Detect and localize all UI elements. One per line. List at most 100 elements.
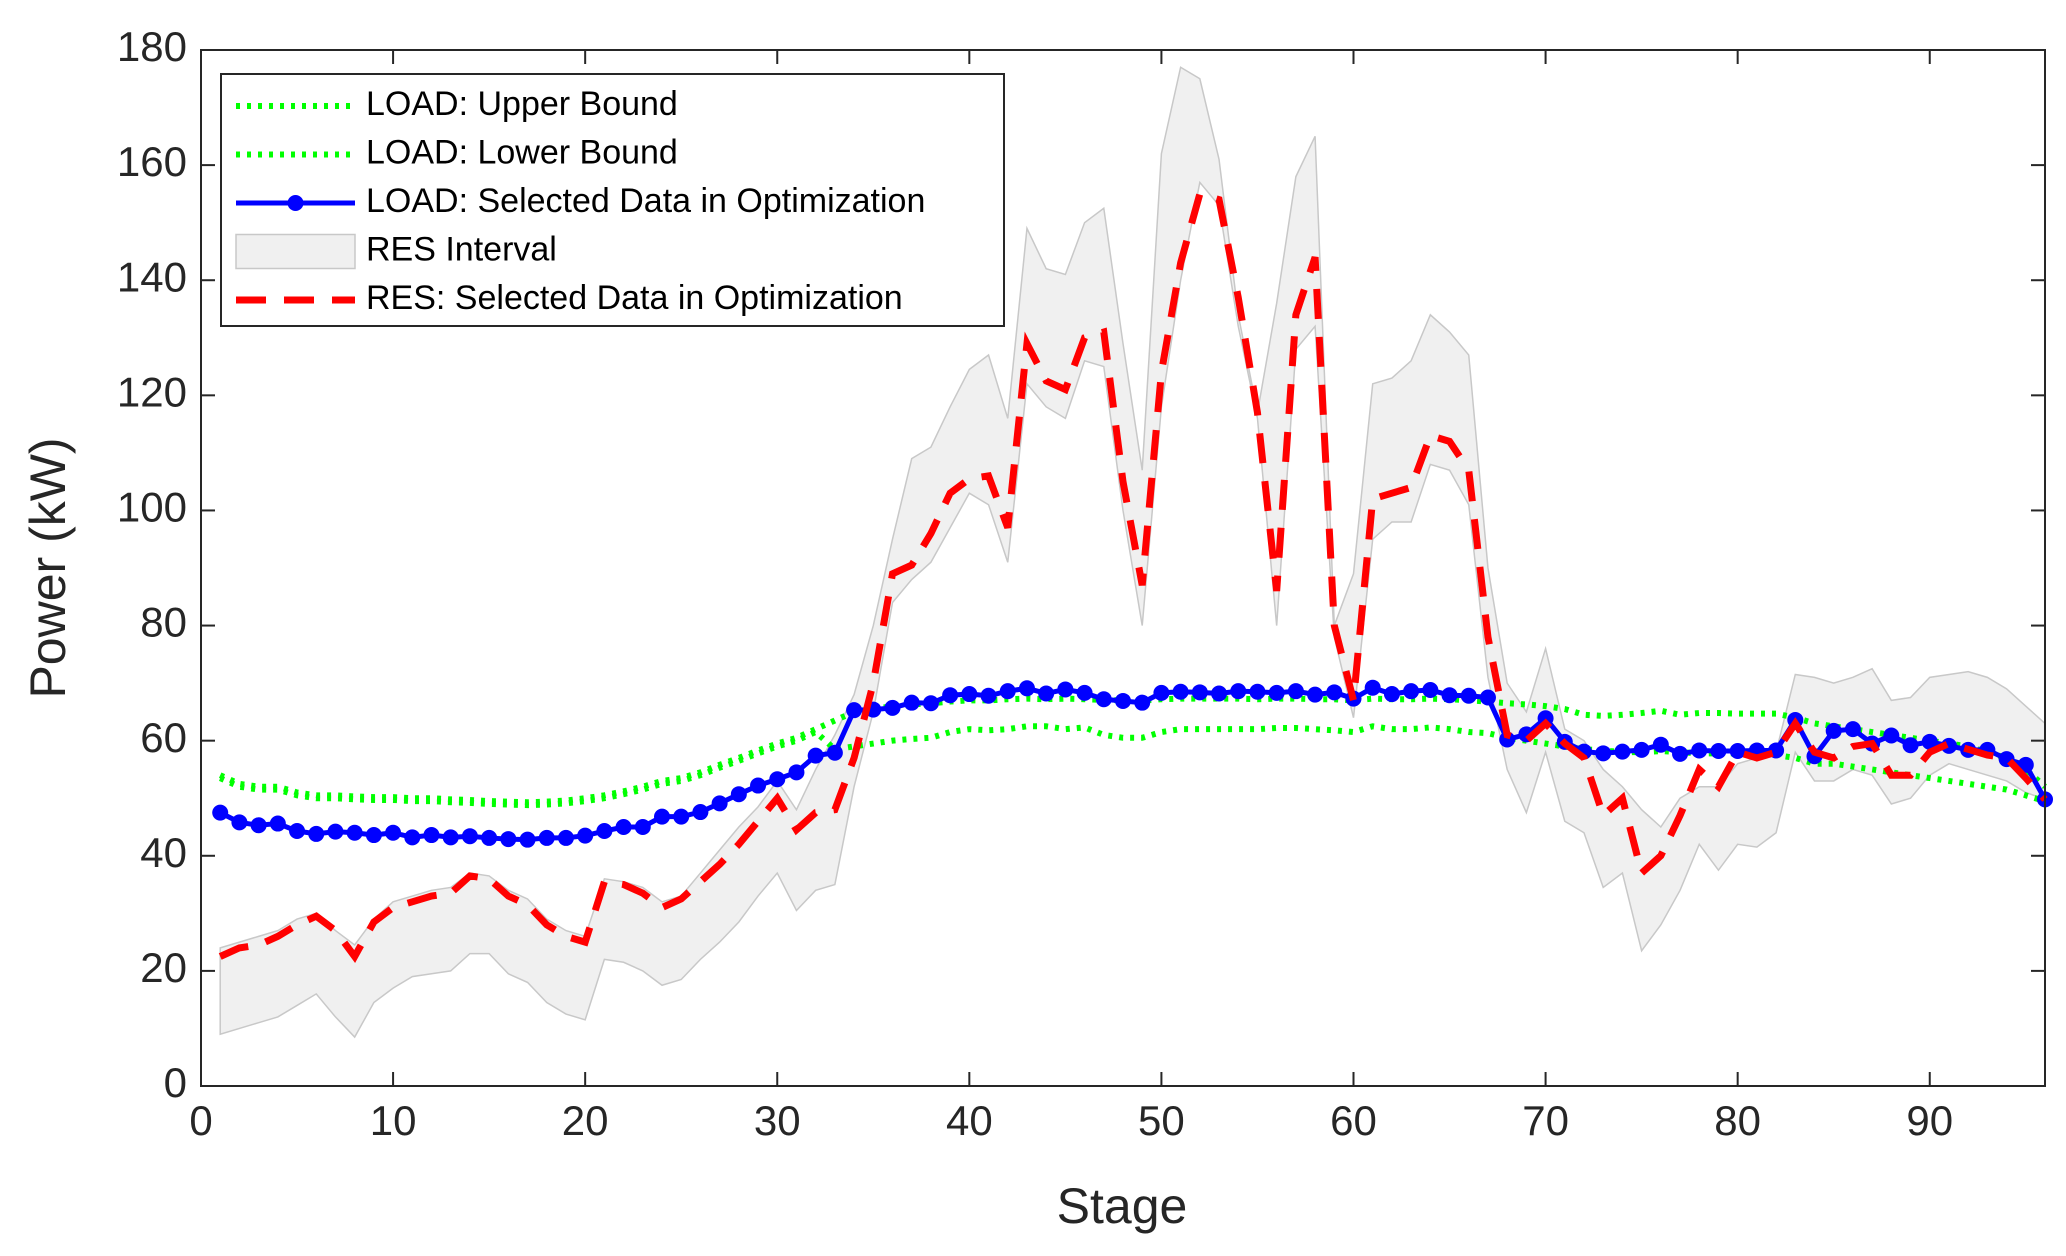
marker bbox=[1537, 710, 1554, 727]
x-tick-label: 0 bbox=[189, 1097, 212, 1144]
y-tick-label: 140 bbox=[117, 253, 187, 300]
marker bbox=[1230, 683, 1247, 700]
y-tick-label: 80 bbox=[140, 599, 187, 646]
marker bbox=[212, 804, 229, 821]
marker bbox=[942, 687, 959, 704]
marker bbox=[1403, 683, 1420, 700]
marker bbox=[711, 795, 728, 812]
x-tick-label: 70 bbox=[1522, 1097, 1569, 1144]
legend-box bbox=[220, 73, 1005, 327]
marker bbox=[1249, 683, 1266, 700]
marker bbox=[1211, 685, 1228, 702]
y-tick-label: 60 bbox=[140, 714, 187, 761]
legend-swatch bbox=[235, 233, 356, 270]
marker bbox=[884, 699, 901, 716]
x-tick-label: 60 bbox=[1330, 1097, 1377, 1144]
marker bbox=[269, 815, 286, 832]
marker bbox=[577, 827, 594, 844]
y-tick-label: 40 bbox=[140, 829, 187, 876]
marker bbox=[1902, 737, 1919, 754]
marker bbox=[1691, 742, 1708, 759]
marker bbox=[346, 824, 363, 841]
x-tick-label: 20 bbox=[562, 1097, 609, 1144]
marker bbox=[1191, 684, 1208, 701]
marker bbox=[1825, 722, 1842, 739]
marker bbox=[1595, 745, 1612, 762]
marker bbox=[1287, 683, 1304, 700]
y-tick-label: 120 bbox=[117, 368, 187, 415]
marker bbox=[596, 823, 613, 840]
marker bbox=[922, 695, 939, 712]
marker bbox=[519, 831, 536, 848]
x-tick-label: 90 bbox=[1906, 1097, 1953, 1144]
marker bbox=[615, 819, 632, 835]
marker bbox=[980, 687, 997, 704]
marker bbox=[442, 829, 459, 846]
marker bbox=[730, 786, 747, 803]
marker bbox=[999, 683, 1016, 700]
x-tick-label: 50 bbox=[1138, 1097, 1185, 1144]
marker bbox=[423, 827, 440, 844]
marker bbox=[1729, 743, 1746, 760]
marker bbox=[750, 777, 767, 794]
marker bbox=[807, 747, 824, 764]
legend-label: RES: Selected Data in Optimization bbox=[366, 279, 903, 317]
marker bbox=[1921, 733, 1938, 750]
y-tick-label: 100 bbox=[117, 484, 187, 531]
marker bbox=[769, 771, 786, 788]
marker bbox=[961, 686, 978, 703]
marker bbox=[1672, 745, 1689, 762]
marker bbox=[1134, 694, 1151, 711]
marker bbox=[846, 702, 863, 719]
marker bbox=[557, 829, 574, 846]
marker bbox=[1095, 691, 1112, 708]
marker bbox=[1479, 689, 1496, 706]
axes-box bbox=[200, 49, 2046, 1087]
series-line bbox=[218, 695, 2048, 806]
marker bbox=[1652, 736, 1669, 753]
y-tick-label: 180 bbox=[117, 23, 187, 70]
marker bbox=[1364, 679, 1381, 696]
y-tick-label: 0 bbox=[164, 1059, 187, 1106]
marker bbox=[289, 823, 306, 840]
marker bbox=[1422, 682, 1439, 699]
marker bbox=[1633, 741, 1650, 758]
marker bbox=[250, 817, 267, 834]
marker bbox=[1018, 680, 1035, 697]
marker bbox=[1844, 721, 1861, 738]
marker bbox=[1614, 743, 1631, 760]
legend-label: RES Interval bbox=[366, 230, 557, 268]
marker bbox=[1268, 684, 1285, 701]
legend-label: LOAD: Selected Data in Optimization bbox=[366, 182, 925, 220]
marker bbox=[231, 814, 248, 831]
marker bbox=[903, 694, 920, 711]
legend-label: LOAD: Lower Bound bbox=[366, 133, 678, 171]
x-tick-label: 10 bbox=[370, 1097, 417, 1144]
legend-label: LOAD: Upper Bound bbox=[366, 85, 678, 123]
marker bbox=[673, 808, 690, 825]
marker bbox=[1499, 731, 1516, 748]
y-tick-label: 20 bbox=[140, 944, 187, 991]
x-tick-label: 80 bbox=[1714, 1097, 1761, 1144]
legend-marker bbox=[287, 195, 304, 211]
marker bbox=[481, 829, 498, 846]
marker bbox=[826, 744, 843, 761]
marker bbox=[788, 764, 805, 781]
marker bbox=[1038, 685, 1055, 702]
marker bbox=[1153, 684, 1170, 701]
marker bbox=[1172, 683, 1189, 700]
marker bbox=[1460, 687, 1477, 704]
marker bbox=[385, 824, 402, 841]
y-axis-label: Power (kW) bbox=[20, 437, 76, 698]
marker bbox=[1883, 727, 1900, 744]
marker bbox=[1076, 684, 1093, 701]
marker bbox=[538, 829, 555, 846]
marker bbox=[365, 827, 382, 844]
marker bbox=[1710, 743, 1727, 760]
marker bbox=[1441, 687, 1458, 704]
x-tick-label: 30 bbox=[754, 1097, 801, 1144]
marker bbox=[654, 808, 670, 825]
marker bbox=[1326, 684, 1343, 701]
marker bbox=[1307, 686, 1324, 703]
